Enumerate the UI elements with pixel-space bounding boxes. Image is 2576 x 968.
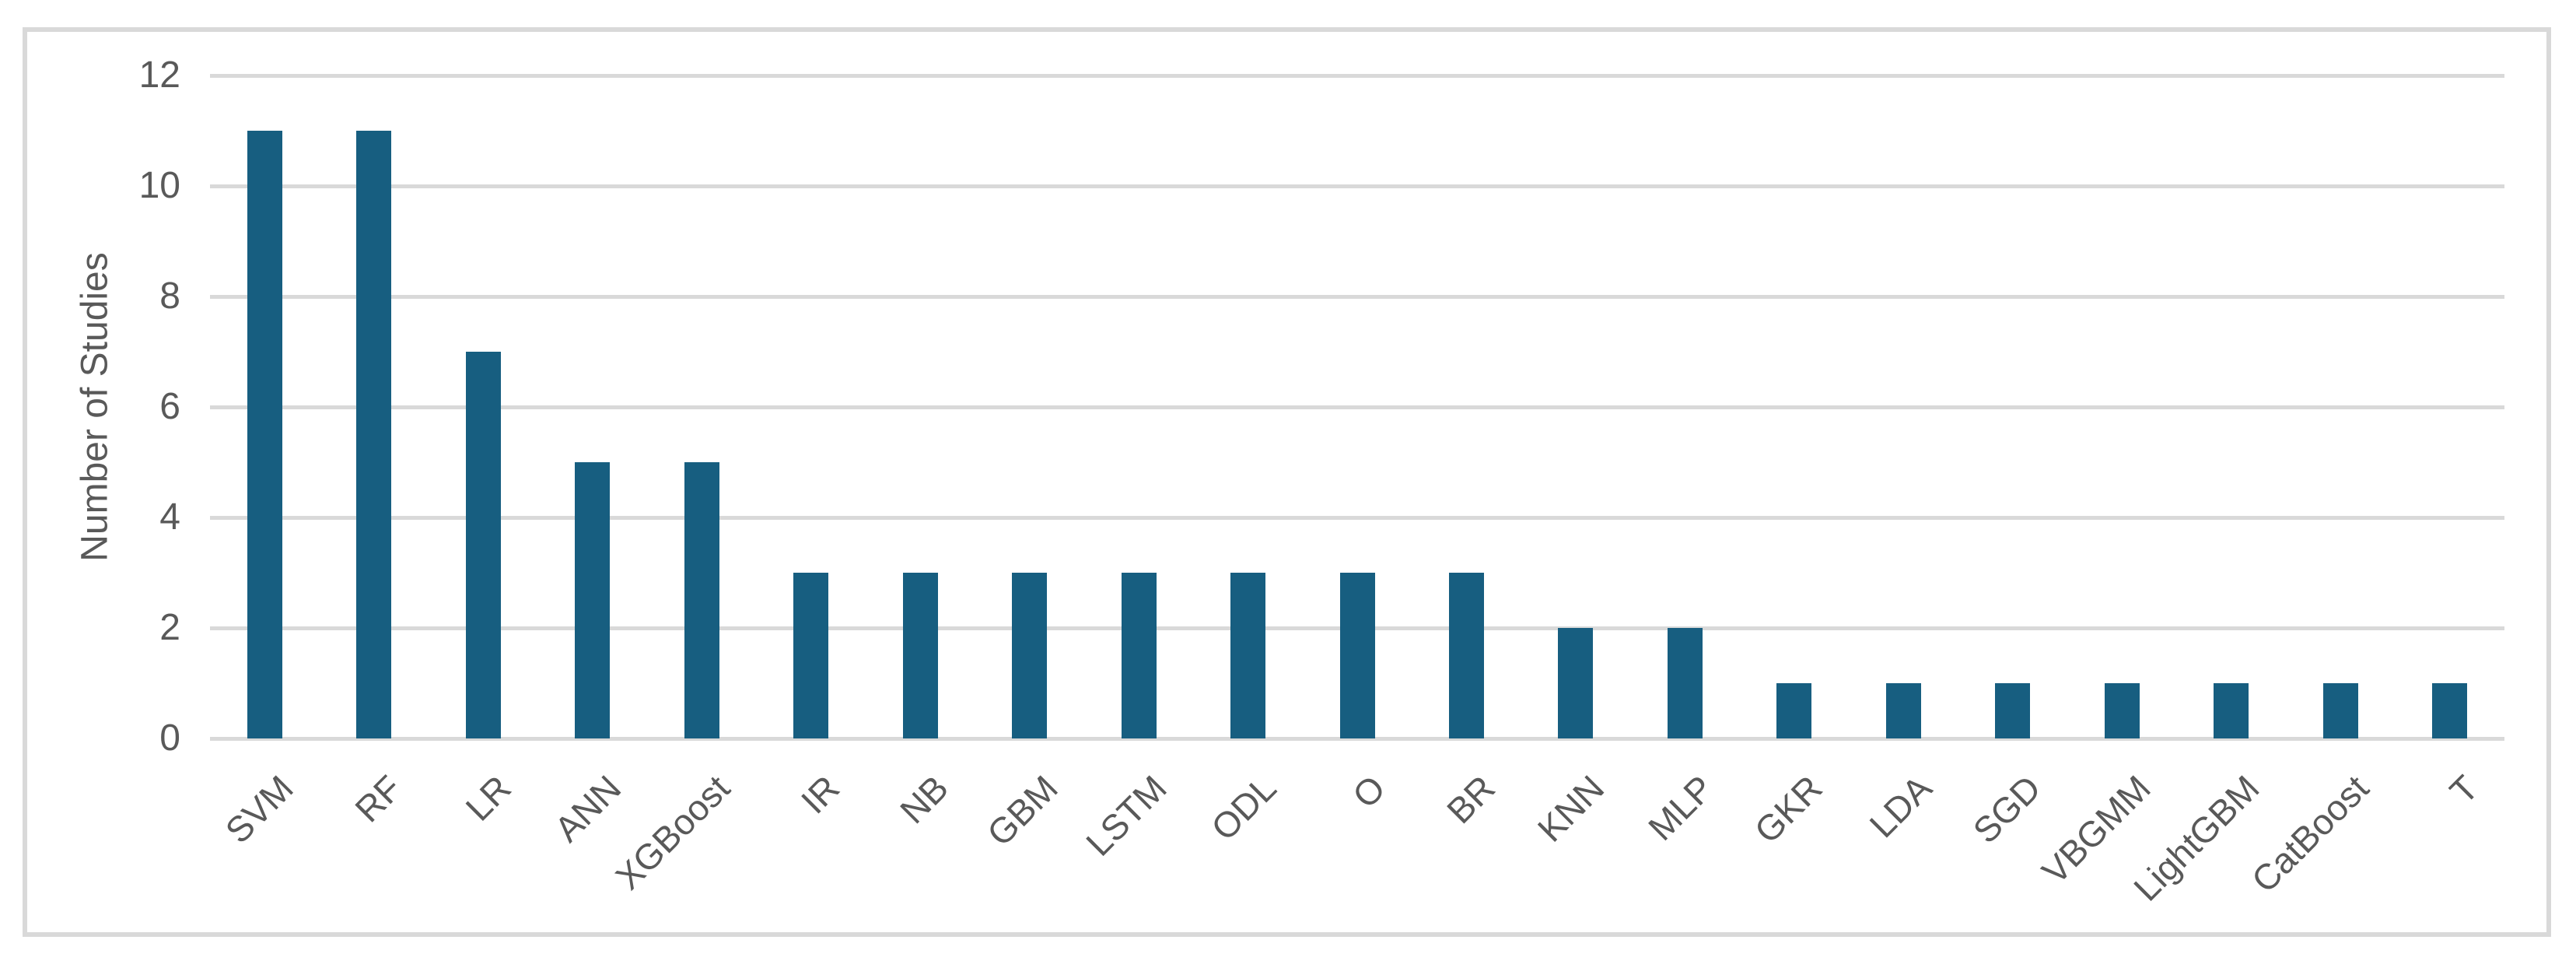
- y-tick-label-2: 2: [159, 607, 180, 648]
- chart-border-frame: [23, 27, 2551, 937]
- gridline-y-0: [210, 736, 2504, 741]
- bar-RF: [356, 131, 392, 738]
- bar-SGD: [1995, 683, 2031, 738]
- gridline-y-12: [210, 73, 2504, 78]
- bar-ODL: [1230, 573, 1266, 738]
- y-tick-label-10: 10: [138, 165, 180, 206]
- bar-SVM: [247, 131, 282, 738]
- bar-KNN: [1558, 628, 1594, 738]
- gridline-y-8: [210, 294, 2504, 299]
- y-axis-title: Number of Studies: [74, 252, 116, 562]
- bar-CatBoost: [2322, 683, 2358, 738]
- bar-VBGMM: [2104, 683, 2140, 738]
- bar-NB: [902, 573, 938, 738]
- bar-LSTM: [1121, 573, 1157, 738]
- bar-LightGBM: [2214, 683, 2249, 738]
- bar-MLP: [1667, 628, 1703, 738]
- bar-LR: [465, 352, 501, 738]
- bar-GBM: [1012, 573, 1048, 738]
- bar-IR: [793, 573, 829, 738]
- y-tick-label-6: 6: [159, 386, 180, 427]
- gridline-y-6: [210, 405, 2504, 409]
- bar-LDA: [1885, 683, 1921, 738]
- y-tick-label-8: 8: [159, 275, 180, 317]
- bar-O: [1339, 573, 1375, 738]
- bar-ANN: [575, 462, 611, 738]
- y-tick-label-12: 12: [138, 54, 180, 96]
- y-tick-label-4: 4: [159, 496, 180, 538]
- bar-T: [2432, 683, 2468, 738]
- bar-BR: [1448, 573, 1484, 738]
- gridline-y-4: [210, 515, 2504, 520]
- y-tick-label-0: 0: [159, 717, 180, 759]
- bar-XGBoost: [684, 462, 719, 738]
- bar-GKR: [1776, 683, 1812, 738]
- gridline-y-10: [210, 184, 2504, 188]
